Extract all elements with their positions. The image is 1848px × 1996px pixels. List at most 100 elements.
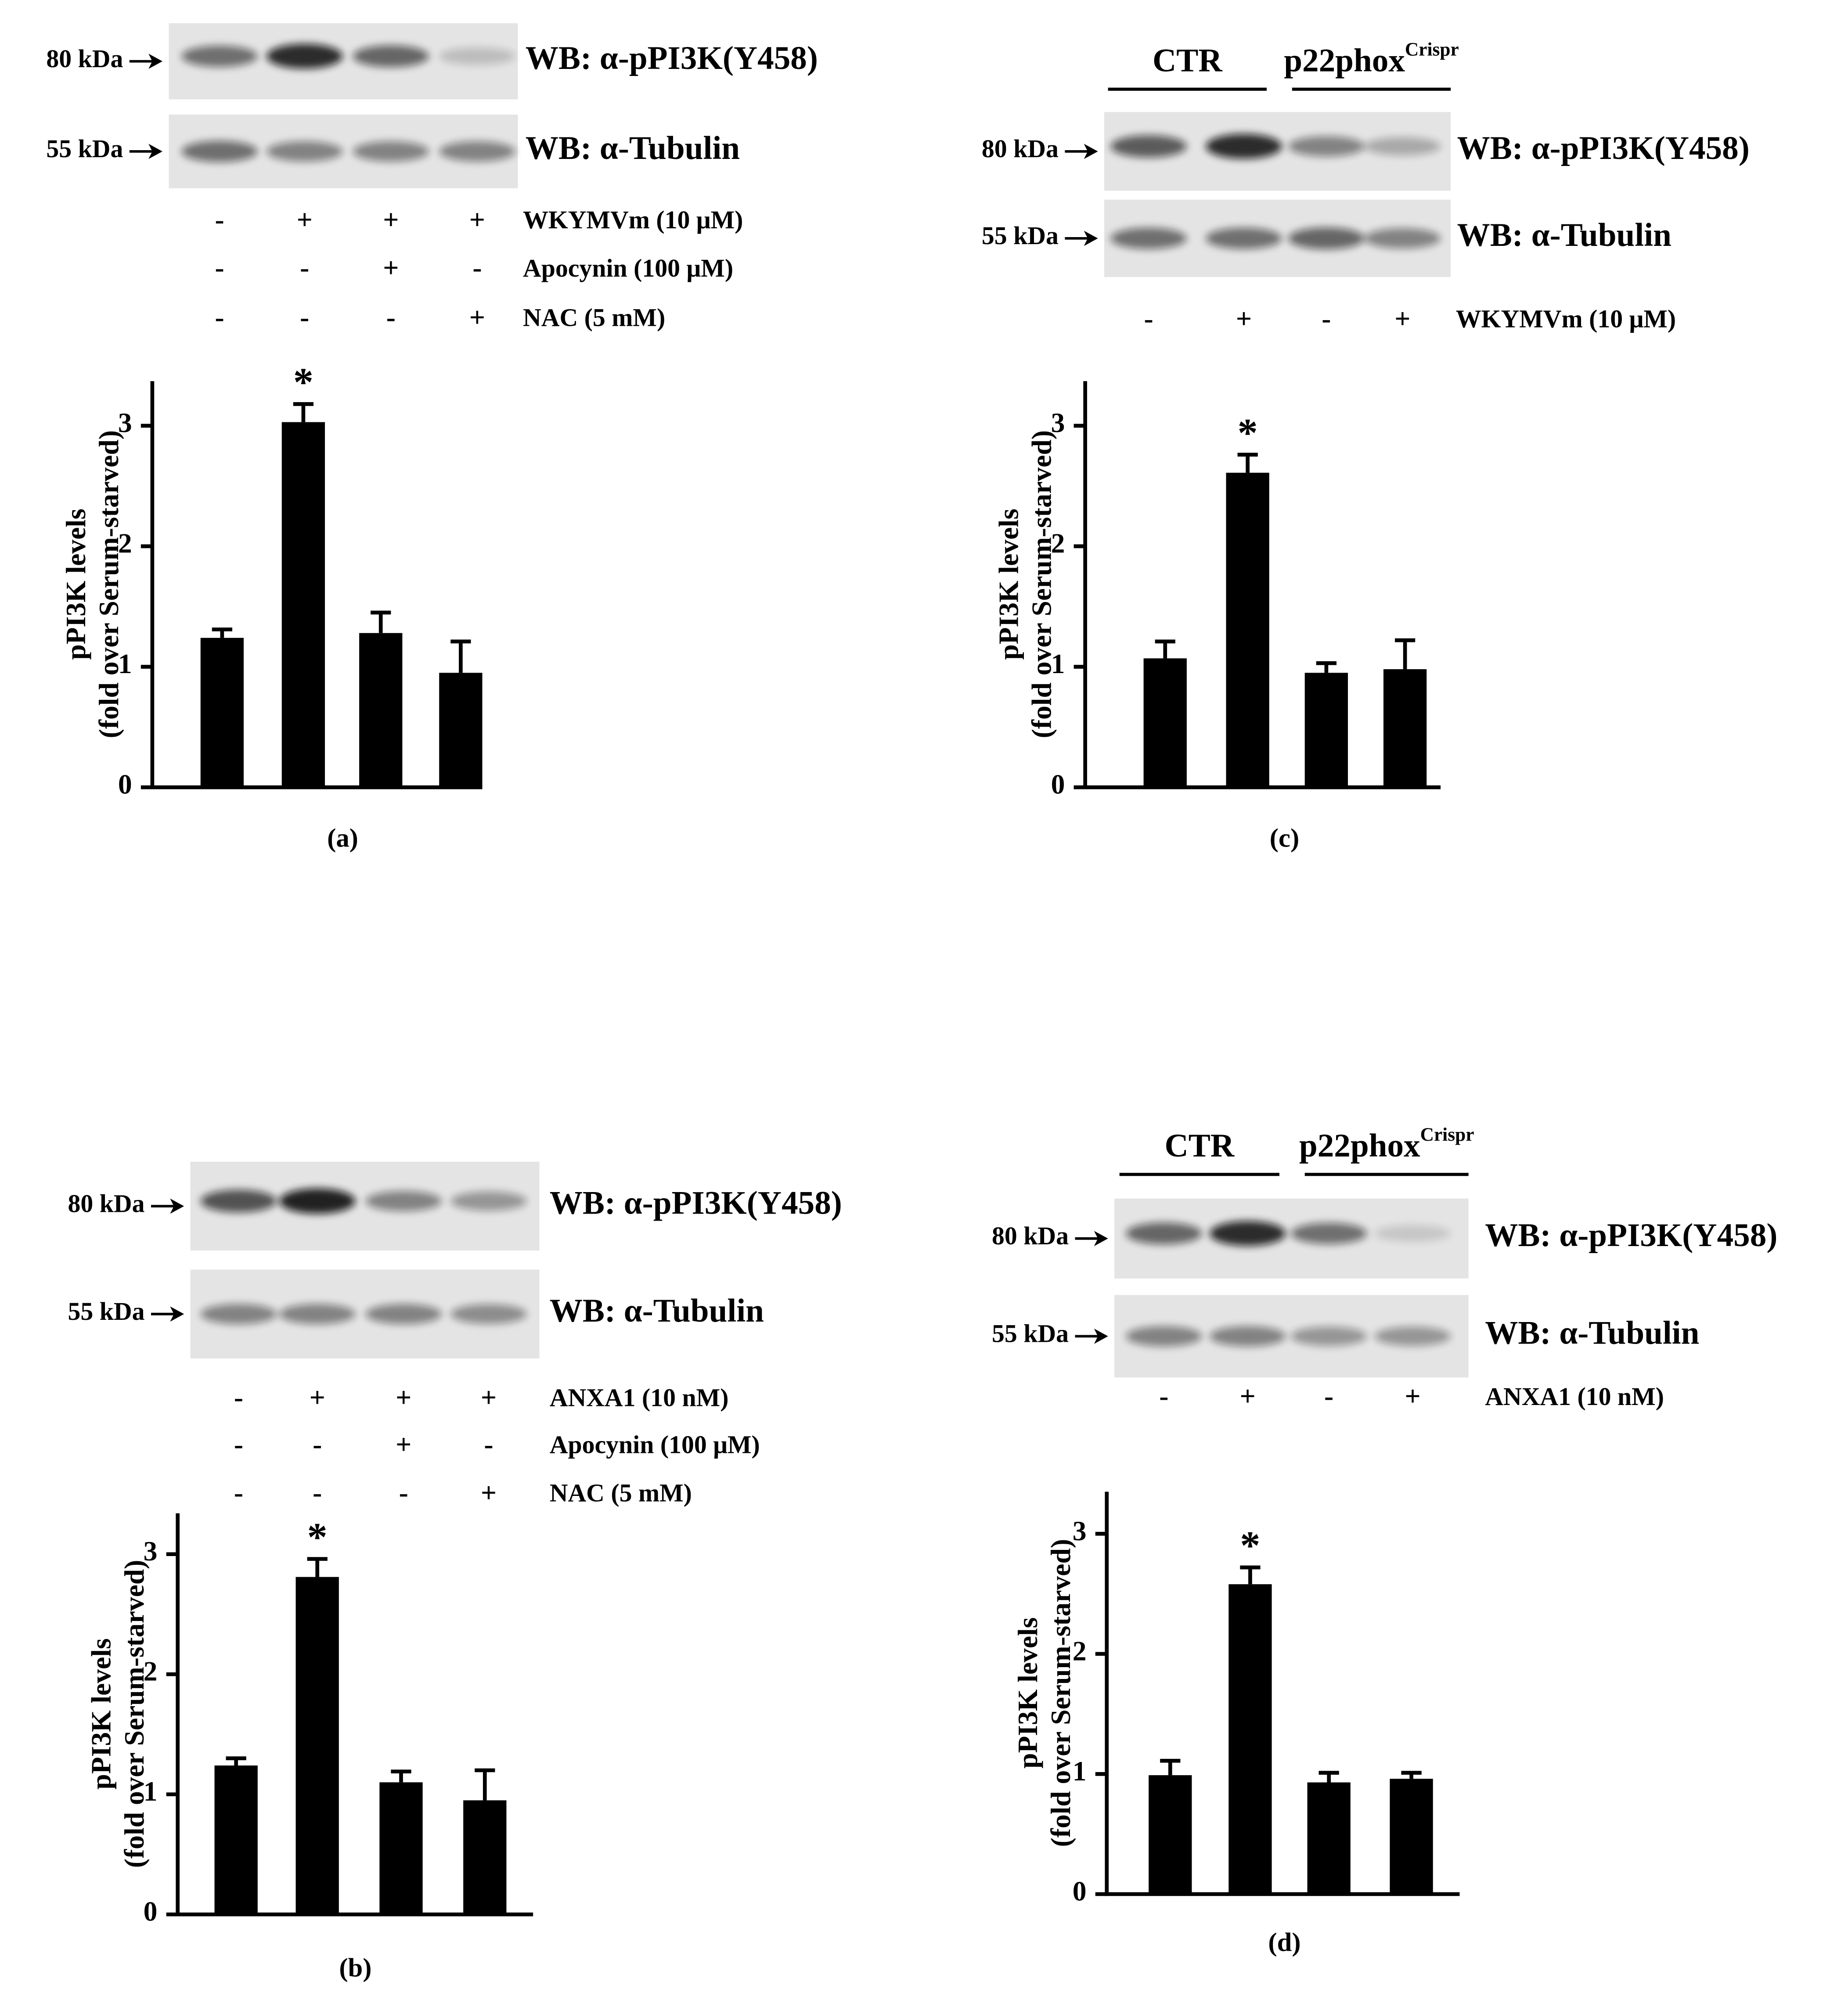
bar	[1304, 673, 1348, 788]
blot-band	[181, 45, 258, 67]
y-tick-label: 2	[144, 1656, 158, 1687]
blot-band	[267, 43, 343, 69]
treatment-sign: +	[1240, 1380, 1256, 1412]
antibody-label: WB: α-Tubulin	[526, 130, 740, 166]
blot-band	[279, 1188, 356, 1214]
blot-band	[1206, 133, 1282, 159]
treatment-label: Apocynin (100 μM)	[550, 1430, 760, 1459]
y-tick-label: 1	[1073, 1755, 1087, 1787]
mw-marker: 80 kDa	[46, 44, 123, 73]
treatment-sign: -	[215, 204, 224, 235]
blot-band	[200, 1304, 277, 1324]
bar	[214, 1765, 258, 1915]
blot-band	[1288, 227, 1365, 249]
blot-band	[1288, 136, 1365, 157]
group-label: p22phoxCrispr	[1284, 39, 1459, 79]
treatment-sign: +	[469, 204, 485, 235]
y-axis-label: (fold over Serum-starved)	[93, 430, 124, 739]
bar	[439, 673, 483, 788]
treatment-sign: -	[313, 1429, 322, 1460]
panel-label: (b)	[339, 1953, 371, 1982]
y-tick-label: 2	[118, 528, 132, 559]
marker-arrowhead	[148, 54, 163, 69]
treatment-sign: +	[481, 1477, 497, 1508]
group-name: CTR	[1164, 1128, 1234, 1164]
group-label: CTR	[1164, 1128, 1234, 1164]
antibody-label: WB: α-pPI3K(Y458)	[550, 1185, 842, 1221]
treatment-label: WKYMVm (10 μM)	[523, 205, 743, 234]
group-name: p22phox	[1284, 43, 1405, 79]
blot-band	[1110, 227, 1187, 249]
y-tick-label: 3	[1051, 407, 1065, 438]
blot-band	[1290, 1326, 1367, 1346]
antibody-label: WB: α-Tubulin	[1457, 217, 1671, 253]
blot-band	[279, 1304, 356, 1324]
y-tick-label: 1	[118, 648, 132, 679]
blot-band	[1290, 1222, 1367, 1244]
y-tick-label: 0	[118, 769, 132, 800]
treatment-label: WKYMVm (10 μM)	[1456, 304, 1676, 333]
marker-arrowhead	[1084, 144, 1098, 159]
mw-marker: 80 kDa	[982, 134, 1059, 163]
antibody-label: WB: α-Tubulin	[550, 1293, 764, 1329]
treatment-sign: -	[484, 1429, 493, 1460]
y-tick-label: 3	[118, 407, 132, 438]
y-axis-label: (fold over Serum-starved)	[1026, 430, 1057, 739]
bar	[295, 1577, 339, 1915]
blot-band	[439, 141, 515, 162]
treatment-sign: -	[300, 302, 309, 333]
blot-band	[267, 141, 343, 162]
y-axis-label: pPI3K levels	[993, 508, 1024, 659]
bar	[1226, 472, 1269, 788]
treatment-label: NAC (5 mM)	[550, 1478, 692, 1507]
mw-marker: 55 kDa	[982, 221, 1059, 250]
treatment-sign: -	[1324, 1380, 1333, 1412]
significance-mark: *	[307, 1515, 328, 1560]
bar	[1228, 1584, 1272, 1894]
y-tick-label: 0	[1051, 769, 1065, 800]
treatment-sign: +	[481, 1382, 497, 1413]
y-axis-label: pPI3K levels	[1012, 1618, 1043, 1769]
blot-band	[1364, 137, 1441, 156]
treatment-sign: +	[310, 1382, 325, 1413]
treatment-label: NAC (5 mM)	[523, 303, 665, 332]
group-label: CTR	[1153, 43, 1222, 79]
blot-band	[1126, 1222, 1202, 1245]
mw-marker: 55 kDa	[992, 1319, 1069, 1348]
blot-band	[365, 1191, 442, 1211]
treatment-sign: -	[399, 1477, 408, 1508]
y-tick-label: 0	[1073, 1875, 1087, 1906]
y-tick-label: 1	[1051, 648, 1065, 679]
treatment-sign: -	[300, 252, 309, 283]
treatment-sign: +	[469, 302, 485, 333]
bar	[281, 422, 325, 788]
blot-band	[353, 45, 429, 67]
treatment-sign: -	[472, 252, 482, 283]
group-label: p22phoxCrispr	[1299, 1124, 1474, 1164]
marker-arrowhead	[1094, 1329, 1108, 1344]
blot-band	[1374, 1326, 1451, 1346]
bar	[1149, 1775, 1192, 1894]
blot-band	[365, 1304, 442, 1324]
antibody-label: WB: α-pPI3K(Y458)	[526, 40, 818, 76]
y-axis-label: pPI3K levels	[86, 1638, 117, 1789]
treatment-sign: +	[297, 204, 313, 235]
treatment-sign: -	[1144, 303, 1153, 334]
y-tick-label: 2	[1051, 528, 1065, 559]
blot-band	[1364, 228, 1441, 249]
blot-band	[200, 1189, 277, 1213]
blot-band	[450, 1304, 527, 1324]
y-tick-label: 1	[144, 1776, 158, 1807]
y-axis-label: (fold over Serum-starved)	[1045, 1539, 1076, 1847]
marker-arrowhead	[1084, 231, 1098, 246]
antibody-label: WB: α-pPI3K(Y458)	[1457, 130, 1750, 166]
group-superscript: Crispr	[1405, 39, 1459, 60]
marker-arrowhead	[1094, 1231, 1108, 1247]
bar	[200, 638, 244, 788]
mw-marker: 80 kDa	[68, 1189, 145, 1218]
treatment-sign: +	[1236, 303, 1252, 334]
mw-marker: 55 kDa	[68, 1297, 145, 1326]
bar	[1143, 658, 1187, 788]
